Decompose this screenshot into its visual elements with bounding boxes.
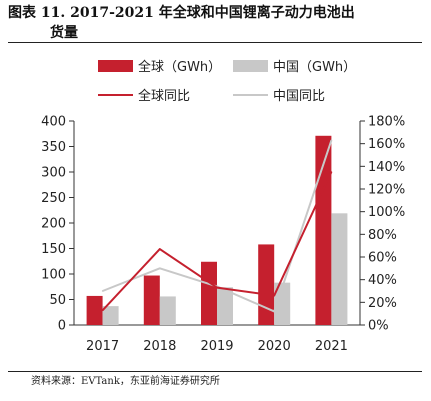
point-global-yoy-2017 <box>101 309 104 312</box>
source-note: 资料来源：EVTank，东亚前海证券研究所 <box>31 376 220 387</box>
y-right-tick-label: 60% <box>368 251 397 266</box>
point-china-yoy-2018 <box>159 267 161 270</box>
legend-china-yoy-label: 中国同比 <box>273 89 325 104</box>
bar-china-2020 <box>274 282 291 325</box>
point-global-yoy-2020 <box>273 294 276 297</box>
title-divider <box>8 42 422 43</box>
legend-china-bar: 中国（GWh） <box>233 60 356 75</box>
x-tick-label-2019: 2019 <box>200 339 233 354</box>
y-left-tick-label: 300 <box>41 166 66 181</box>
y-right-tick-label: 120% <box>368 183 405 198</box>
legend-china-bar-label: 中国（GWh） <box>273 60 356 75</box>
y-right-tick-label: 40% <box>368 273 397 288</box>
legend-china-bar-swatch <box>233 60 268 72</box>
bar-global-2020 <box>258 244 275 325</box>
legend-global-bar-label: 全球（GWh） <box>138 59 221 75</box>
point-china-yoy-2020 <box>273 310 276 313</box>
y-right-tick-label: 80% <box>368 228 397 243</box>
y-right-tick-label: 0% <box>368 319 389 334</box>
figure-title-line-2: 货量 <box>50 25 78 41</box>
bar-china-2017 <box>102 306 119 325</box>
chart: 全球（GWh） 中国（GWh） 全球同比 中国同比 0 50 100 150 200 250 30… <box>41 59 405 354</box>
figure-title-line-1: 图表 11. 2017-2021 年全球和中国锂离子动力电池出 <box>8 5 355 21</box>
bar-china-2021 <box>331 213 348 325</box>
lines <box>101 139 333 313</box>
legend-global-bar-swatch <box>98 60 133 72</box>
bar-china-2019 <box>217 287 233 325</box>
point-china-yoy-2017 <box>101 290 104 292</box>
y-left-tick-label: 0 <box>58 319 66 334</box>
x-tick-label-2017: 2017 <box>86 339 119 354</box>
bars <box>86 135 348 325</box>
legend-china-yoy: 中国同比 <box>233 89 325 104</box>
y-left-tick-label: 50 <box>49 293 66 308</box>
y-left-tick-label: 350 <box>41 140 66 155</box>
source-divider <box>8 371 422 372</box>
y-right-tick-label: 20% <box>368 296 397 311</box>
y-left-tick-label: 150 <box>41 242 66 257</box>
axes: 0 50 100 150 200 250 300 350 400 0% 20% 40% 60% 80% 10… <box>41 115 405 334</box>
legend: 全球（GWh） 中国（GWh） 全球同比 中国同比 <box>98 59 356 104</box>
x-tick-label-2020: 2020 <box>258 339 291 354</box>
point-china-yoy-2021 <box>330 139 333 142</box>
point-global-yoy-2021 <box>330 171 333 173</box>
y-right-tick-label: 180% <box>368 115 405 130</box>
point-global-yoy-2019 <box>216 286 218 289</box>
y-right-tick-label: 140% <box>368 160 405 175</box>
y-right-tick-label: 100% <box>368 205 405 220</box>
point-global-yoy-2018 <box>159 248 161 250</box>
y-left-tick-label: 400 <box>41 115 66 130</box>
bar-global-2021 <box>315 135 332 325</box>
x-tick-label-2021: 2021 <box>315 339 348 354</box>
bar-global-2018 <box>143 275 160 325</box>
y-left-tick-label: 100 <box>41 268 66 283</box>
figure-title: 图表 11. 2017-2021 年全球和中国锂离子动力电池出 货量 <box>8 3 426 43</box>
x-tick-labels: 2017 2018 2019 2020 2021 <box>86 339 348 354</box>
legend-global-bar: 全球（GWh） <box>98 59 221 75</box>
legend-global-yoy-label: 全球同比 <box>138 88 190 104</box>
bar-china-2018 <box>159 296 176 325</box>
y-left-tick-label: 250 <box>41 191 66 206</box>
bar-global-2019 <box>201 261 217 325</box>
bar-global-2017 <box>86 295 103 325</box>
legend-global-yoy: 全球同比 <box>98 88 190 104</box>
y-left-tick-label: 200 <box>41 217 66 232</box>
y-right-tick-label: 160% <box>368 137 405 152</box>
x-tick-label-2018: 2018 <box>143 339 176 354</box>
